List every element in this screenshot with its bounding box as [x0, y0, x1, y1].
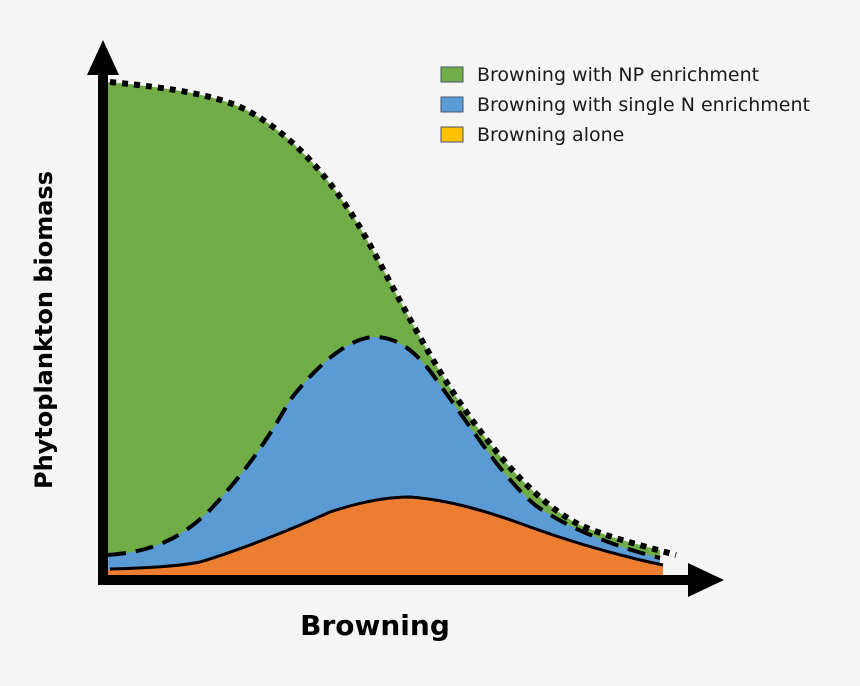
np-enrichment-area: [108, 82, 660, 570]
n-enrichment-area: [108, 336, 660, 570]
x-axis-label: Browning: [300, 609, 450, 642]
legend-label-n-enrichment: Browning with single N enrichment: [477, 94, 810, 116]
browning-alone-solid-line: [109, 495, 664, 571]
x-axis-arrow: [688, 563, 724, 597]
np-enrichment-dotted-line: [109, 79, 677, 558]
legend-label-browning-alone: Browning alone: [477, 124, 624, 146]
legend-swatch-n-enrichment: [440, 96, 464, 113]
legend: Browning with NP enrichment Browning wit…: [440, 64, 810, 146]
browning-alone-area: [108, 497, 663, 577]
legend-swatch-np-enrichment: [440, 66, 464, 83]
y-axis-label: Phytoplankton biomass: [30, 171, 58, 489]
legend-label-np-enrichment: Browning with NP enrichment: [477, 64, 759, 86]
n-enrichment-dashed-line: [107, 334, 661, 560]
y-axis-arrow: [87, 40, 119, 75]
legend-swatch-browning-alone: [440, 126, 464, 143]
